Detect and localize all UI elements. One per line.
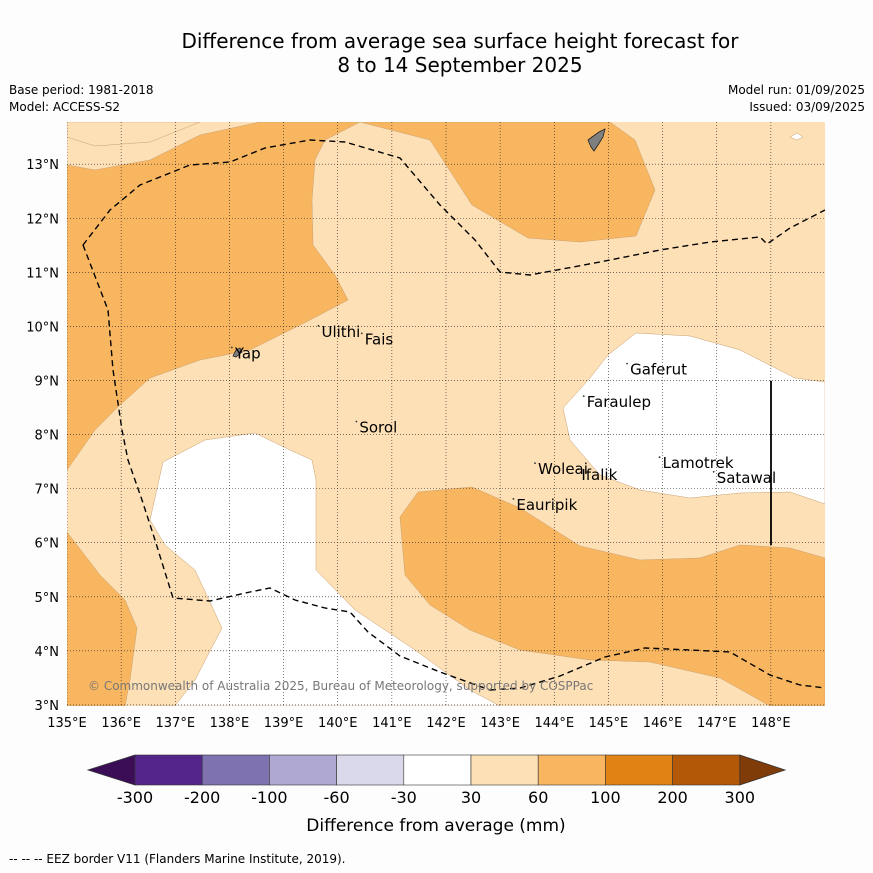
base-period: Base period: 1981-2018 xyxy=(9,83,154,97)
colorbar-tick-label: -200 xyxy=(184,788,220,807)
island-dot xyxy=(577,468,580,471)
colorbar: -300 -200 -100 -60 -30 30 60 100 200 300 xyxy=(86,754,787,807)
latitude-label: 13°N xyxy=(26,158,59,173)
longitude-label: 140°E xyxy=(318,716,358,731)
colorbar-tick-label: -30 xyxy=(391,788,417,807)
island-dot xyxy=(534,462,536,465)
eez-border-south xyxy=(489,647,825,691)
colorbar-extend-high xyxy=(739,754,787,786)
longitude-label: 146°E xyxy=(643,716,683,731)
island-dot xyxy=(626,362,628,365)
band-neutral-islet xyxy=(789,132,804,141)
longitude-label: 137°E xyxy=(156,716,196,731)
latitude-label: 11°N xyxy=(26,266,59,281)
longitude-label: 138°E xyxy=(210,716,250,731)
colorbar-label: Difference from average (mm) xyxy=(306,816,565,836)
longitude-label: 147°E xyxy=(697,716,737,731)
colorbar-swatch xyxy=(201,754,270,786)
colorbar-swatch xyxy=(537,754,606,786)
latitude-label: 5°N xyxy=(35,591,60,606)
colorbar-tick-label: 30 xyxy=(461,788,481,807)
longitude-label: 144°E xyxy=(535,716,575,731)
band-neutral-southwest xyxy=(149,432,501,706)
latitude-label: 9°N xyxy=(35,374,60,389)
band-60-100-northwest xyxy=(67,122,361,471)
band-30-60-northwest-corner xyxy=(67,122,201,147)
colorbar-swatch xyxy=(134,754,203,786)
graticule xyxy=(67,122,825,706)
island-dot xyxy=(582,395,585,398)
place-labels: Yap Ulithi Fais Gaferut Faraulep Sorol WoleaiI… xyxy=(234,323,776,514)
latitude-labels: 13°N 12°N 11°N 10°N 9°N 8°N 7°N 6°N 5°N 4°N 3°N xyxy=(26,158,59,714)
colorbar-tick-label: 60 xyxy=(528,788,548,807)
colorbar-tick-label: -60 xyxy=(324,788,350,807)
model-run: Model run: 01/09/2025 xyxy=(727,83,865,97)
place-label-fais: Fais xyxy=(365,330,394,348)
map-title-line1: Difference from average sea surface heig… xyxy=(181,29,739,53)
colorbar-swatch xyxy=(403,754,472,786)
place-label-faraulep: Faraulep xyxy=(587,393,651,411)
longitude-label: 139°E xyxy=(264,716,304,731)
colorbar-extend-low xyxy=(86,754,136,786)
longitude-label: 135°E xyxy=(47,716,87,731)
place-label-woleai: Woleai xyxy=(538,460,588,478)
eez-border-north xyxy=(82,139,825,276)
latitude-label: 6°N xyxy=(35,537,60,552)
latitude-label: 12°N xyxy=(26,212,59,227)
copyright-notice: © Commonwealth of Australia 2025, Bureau… xyxy=(88,679,593,693)
latitude-label: 7°N xyxy=(35,483,60,498)
place-label-ulithi: Ulithi xyxy=(321,323,360,341)
longitude-labels: 135°E 136°E 137°E 138°E 139°E 140°E 141°E 142°E… xyxy=(47,716,790,731)
island-markers xyxy=(230,324,715,500)
eez-border-west xyxy=(82,244,491,691)
colorbar-tick-label: 100 xyxy=(590,788,621,807)
place-label-yap: Yap xyxy=(234,344,261,362)
island-dot xyxy=(512,497,515,500)
latitude-label: 3°N xyxy=(35,699,60,714)
island-dot xyxy=(230,346,233,349)
place-label-sorol: Sorol xyxy=(359,419,397,437)
eez-legend: -- -- -- EEZ border V11 (Flanders Marine… xyxy=(9,852,346,866)
island-dot xyxy=(317,324,320,327)
colorbar-tick-label: -300 xyxy=(117,788,153,807)
island-dot xyxy=(712,470,715,473)
longitude-label: 141°E xyxy=(372,716,412,731)
colorbar-swatch xyxy=(336,754,405,786)
colorbar-swatch xyxy=(672,754,741,786)
place-label-ifalik: Ifalik xyxy=(581,466,617,484)
longitude-label: 148°E xyxy=(751,716,791,731)
map-title-line2: 8 to 14 September 2025 xyxy=(337,53,583,77)
island-dot xyxy=(355,420,358,423)
longitude-label: 136°E xyxy=(101,716,141,731)
longitude-label: 142°E xyxy=(426,716,466,731)
longitude-label: 143°E xyxy=(480,716,520,731)
latitude-label: 4°N xyxy=(35,645,60,660)
latitude-label: 10°N xyxy=(26,320,59,335)
guam-island xyxy=(587,128,606,152)
latitude-label: 8°N xyxy=(35,429,60,444)
colorbar-tick-label: -100 xyxy=(251,788,287,807)
band-60-100-northeast xyxy=(359,122,656,243)
band-60-100-southwest xyxy=(67,531,138,706)
longitude-label: 145°E xyxy=(589,716,629,731)
colorbar-swatch xyxy=(269,754,337,786)
place-label-satawal: Satawal xyxy=(717,469,776,487)
island-dot xyxy=(360,332,363,335)
place-label-gaferut: Gaferut xyxy=(630,361,687,379)
island-dot xyxy=(658,456,661,459)
place-label-eauripik: Eauripik xyxy=(516,496,577,514)
band-neutral-east xyxy=(562,332,825,505)
yap-island xyxy=(232,347,243,358)
colorbar-swatch xyxy=(470,754,539,786)
colorbar-tick-label: 200 xyxy=(657,788,688,807)
colorbar-swatch xyxy=(605,754,673,786)
model-name: Model: ACCESS-S2 xyxy=(9,100,121,114)
place-label-lamotrek: Lamotrek xyxy=(663,454,734,472)
issued-date: Issued: 03/09/2025 xyxy=(749,100,865,114)
colorbar-tick-label: 300 xyxy=(725,788,756,807)
